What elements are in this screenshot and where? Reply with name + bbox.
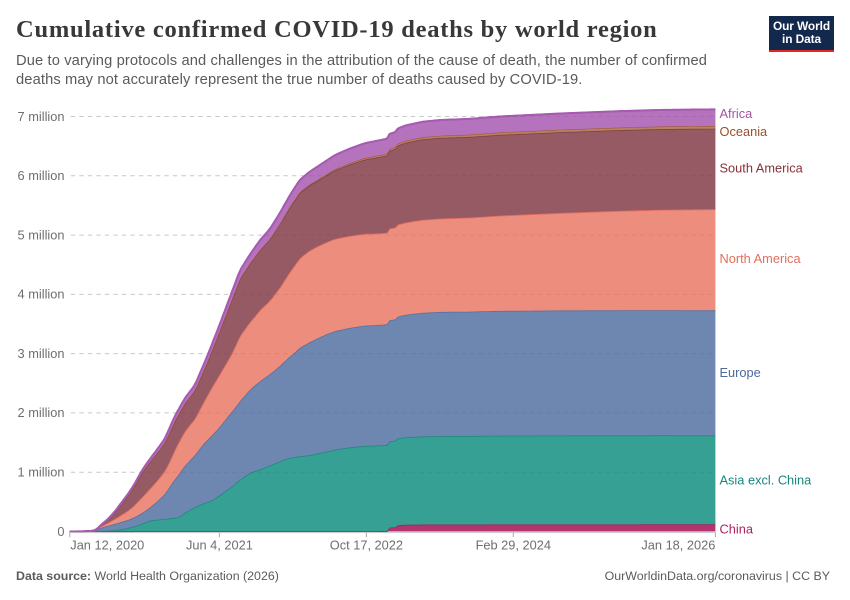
svg-text:7 million: 7 million [18, 109, 65, 124]
svg-text:Oceania: Oceania [720, 124, 769, 139]
svg-text:Asia excl. China: Asia excl. China [720, 473, 813, 488]
svg-text:Jan 18, 2026: Jan 18, 2026 [641, 538, 715, 553]
svg-text:Feb 29, 2024: Feb 29, 2024 [476, 538, 551, 553]
svg-text:Africa: Africa [720, 106, 754, 121]
svg-text:North America: North America [720, 251, 802, 266]
svg-text:Jun 4, 2021: Jun 4, 2021 [186, 538, 253, 553]
svg-text:3 million: 3 million [18, 346, 65, 361]
svg-text:Oct 17, 2022: Oct 17, 2022 [330, 538, 403, 553]
svg-text:China: China [720, 522, 754, 537]
svg-text:6 million: 6 million [18, 168, 65, 183]
svg-text:4 million: 4 million [18, 287, 65, 302]
svg-text:0: 0 [57, 524, 64, 539]
svg-text:1 million: 1 million [18, 465, 65, 480]
svg-text:2 million: 2 million [18, 405, 65, 420]
svg-text:South America: South America [720, 161, 804, 176]
svg-text:Jan 12, 2020: Jan 12, 2020 [70, 538, 144, 553]
svg-text:Europe: Europe [720, 365, 761, 380]
svg-text:5 million: 5 million [18, 227, 65, 242]
